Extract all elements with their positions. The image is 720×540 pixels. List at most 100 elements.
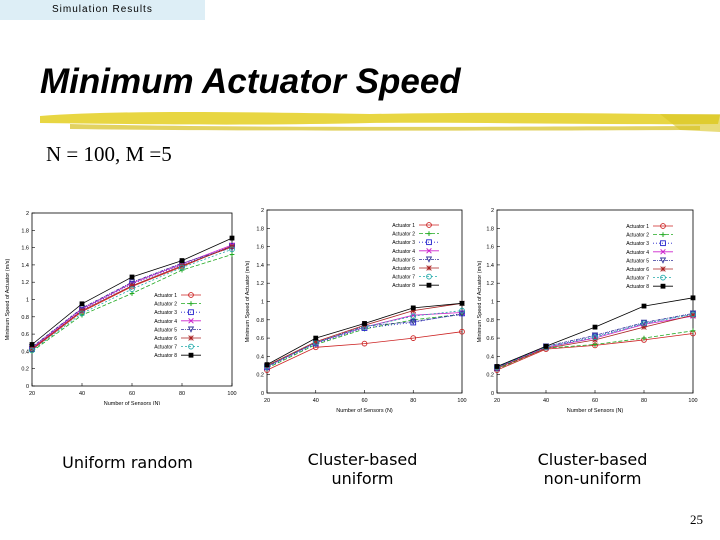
legend-marker (660, 274, 666, 281)
y-tick-label: 2 (26, 211, 29, 217)
legend-label: Actuator 6 (154, 336, 177, 342)
y-tick-label: 0.6 (256, 336, 264, 342)
series-8 (494, 295, 696, 369)
legend-label: Actuator 3 (154, 310, 177, 316)
data-point (179, 258, 185, 263)
caption-line: Cluster-based (307, 450, 418, 469)
legend-marker (426, 239, 432, 246)
data-point (494, 364, 500, 369)
data-point (264, 362, 270, 368)
data-point (410, 318, 417, 326)
series-line (31, 248, 233, 351)
data-point (229, 246, 235, 253)
y-tick-label: 1.6 (256, 245, 264, 251)
data-point (459, 300, 465, 306)
series-line (266, 302, 463, 365)
series-line (31, 245, 233, 350)
x-tick-label: 60 (361, 398, 367, 404)
data-point (229, 252, 235, 257)
x-tick-label: 60 (592, 398, 598, 404)
legend-marker (188, 292, 194, 298)
y-tick-label: 0.6 (486, 336, 494, 342)
series-7 (29, 246, 235, 354)
brush-stroke-streak (70, 124, 700, 131)
series-8 (29, 235, 235, 347)
series-line (496, 330, 694, 370)
y-tick-label: 0 (261, 391, 264, 397)
legend-marker (187, 326, 195, 333)
caption-line: Cluster-based (537, 450, 648, 469)
legend-label: Actuator 3 (392, 240, 415, 246)
series-line (31, 247, 233, 348)
data-point (690, 328, 696, 334)
y-tick-label: 1.8 (256, 226, 264, 232)
data-point (362, 321, 367, 326)
x-tick-label: 20 (29, 391, 35, 397)
data-point (459, 328, 465, 335)
series-line (496, 313, 694, 368)
data-point (229, 235, 235, 241)
series-line (266, 310, 463, 367)
series-line (31, 246, 233, 350)
legend-marker (188, 352, 194, 358)
series-line (266, 331, 463, 371)
legend-marker (660, 232, 666, 237)
series-4 (29, 242, 235, 351)
x-tick-label: 100 (688, 398, 697, 404)
y-tick-label: 1.6 (486, 245, 494, 251)
data-point (690, 311, 696, 318)
series-line (266, 312, 463, 367)
series-3 (29, 243, 235, 352)
legend-marker (660, 240, 666, 247)
data-point (79, 310, 85, 317)
data-point (640, 319, 648, 326)
data-point (313, 339, 319, 345)
data-point (361, 340, 368, 347)
chart-svg-1: 0 0.2 0.4 0.6 0.8 1 1.2 1.4 1.6 1.8 2 20 40 60 80 100 Nu… (245, 208, 467, 414)
data-point (79, 301, 85, 307)
data-point (641, 320, 647, 327)
legend-marker (426, 282, 432, 288)
legend-marker (188, 343, 194, 350)
data-point (179, 264, 185, 271)
legend-label: Actuator 8 (626, 284, 649, 290)
y-tick-label: 0.2 (486, 373, 494, 379)
data-point (29, 342, 35, 347)
data-point (690, 312, 696, 318)
slide-title: Minimum Actuator Speed (40, 62, 461, 101)
legend-label: Actuator 4 (626, 250, 649, 256)
legend-label: Actuator 4 (392, 249, 415, 255)
legend-label: Actuator 3 (626, 241, 649, 247)
x-tick-label: 100 (457, 398, 466, 404)
y-tick-label: 0.8 (21, 315, 29, 321)
legend-label: Actuator 4 (154, 319, 177, 325)
data-point (592, 324, 598, 330)
y-tick-label: 1.4 (486, 263, 494, 269)
data-point (410, 307, 416, 314)
x-axis-label: Number of Sensors (N) (336, 408, 393, 414)
data-point (29, 346, 35, 352)
chart-svg-2: 0 0.2 0.4 0.6 0.8 1 1.2 1.4 1.6 1.8 2 20 40 60 80 100 Nu… (477, 208, 698, 414)
y-tick-label: 0.8 (256, 318, 264, 324)
legend: Actuator 1 Actuator 2 Actuator 3 Actuator 4… (626, 223, 673, 290)
legend-marker (660, 223, 666, 229)
legend-label: Actuator 5 (392, 257, 415, 263)
data-point (592, 342, 598, 347)
y-tick-label: 0.6 (21, 332, 29, 338)
data-point (641, 303, 647, 309)
x-tick-label: 80 (641, 398, 647, 404)
data-point (641, 335, 647, 341)
legend-marker (660, 266, 666, 272)
brush-stroke-underline (40, 112, 720, 132)
data-point (29, 347, 35, 354)
legend-label: Actuator 8 (392, 283, 415, 289)
series-1 (29, 243, 235, 353)
data-point (410, 313, 417, 319)
x-tick-label: 40 (543, 398, 549, 404)
data-point (592, 334, 598, 341)
y-tick-label: 1.2 (486, 281, 494, 287)
x-tick-label: 100 (227, 391, 236, 397)
legend-label: Actuator 2 (154, 302, 177, 308)
chart-cluster-uniform: 0 0.2 0.4 0.6 0.8 1 1.2 1.4 1.6 1.8 2 20 40 60 80 100 Nu… (245, 205, 475, 415)
series-3 (264, 310, 465, 371)
